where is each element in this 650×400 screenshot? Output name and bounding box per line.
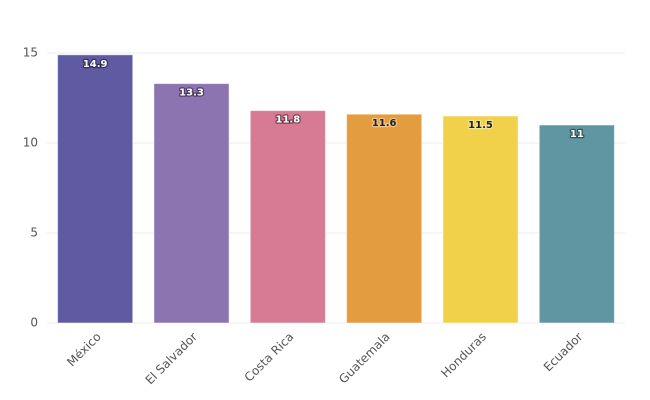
y-tick-label: 10 [23,136,38,150]
x-tick-label: México [64,330,104,370]
y-tick-label: 5 [30,226,38,240]
bar [346,113,423,324]
bar [249,110,326,324]
value-label: 11.5 [468,120,493,131]
bar [57,54,134,324]
y-tick-label: 15 [23,46,38,60]
value-label: 14.9 [83,59,108,70]
value-label: 11.8 [275,115,300,126]
value-label: 11.6 [372,118,397,129]
bar [538,124,615,324]
bar [442,115,519,324]
x-tick-label: Guatemala [336,330,393,387]
y-tick-label: 0 [30,316,38,330]
value-label: 11 [570,129,584,140]
value-label: 13.3 [179,88,204,99]
x-tick-label: Ecuador [541,330,586,375]
bar [153,83,230,324]
x-tick-label: El Salvador [143,330,201,388]
x-tick-label: Costa Rica [242,330,297,385]
x-tick-label: Honduras [438,330,489,381]
